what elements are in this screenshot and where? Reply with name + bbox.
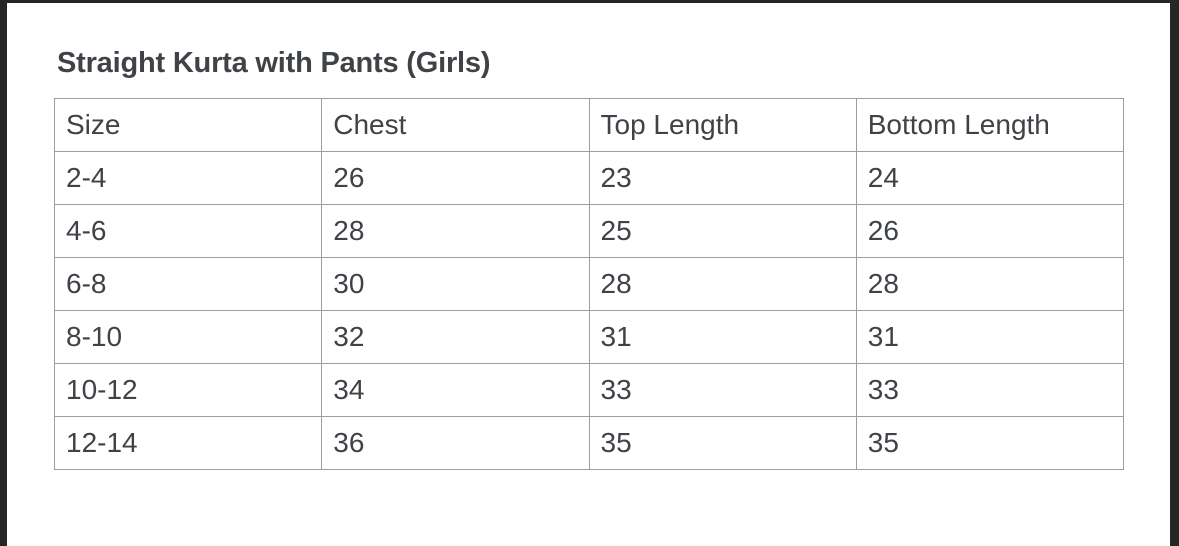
table-row: 6-8 30 28 28 <box>53 257 1125 311</box>
table-row: 8-10 32 31 31 <box>53 310 1125 364</box>
table-cell: 36 <box>321 416 590 470</box>
column-header-bottom-length: Bottom Length <box>855 98 1125 152</box>
table-row: 12-14 36 35 35 <box>53 416 1125 470</box>
table-cell: 28 <box>588 257 857 311</box>
table-cell: 32 <box>321 310 590 364</box>
table-cell: 35 <box>855 416 1125 470</box>
table-body: 2-4 26 23 24 4-6 28 25 26 6-8 30 28 28 8-10 32 31 31 10-… <box>53 151 1125 470</box>
table-cell: 24 <box>855 151 1125 205</box>
page-title: Straight Kurta with Pants (Girls) <box>57 47 491 79</box>
column-header-size: Size <box>53 98 323 152</box>
table-cell: 30 <box>321 257 590 311</box>
table-cell: 31 <box>855 310 1125 364</box>
table-cell: 28 <box>321 204 590 258</box>
table-cell: 4-6 <box>53 204 323 258</box>
size-chart-page: Straight Kurta with Pants (Girls) Size C… <box>7 3 1170 546</box>
table-cell: 33 <box>855 363 1125 417</box>
table-header-row: Size Chest Top Length Bottom Length <box>53 98 1125 152</box>
table-cell: 26 <box>855 204 1125 258</box>
table-cell: 26 <box>321 151 590 205</box>
table-cell: 8-10 <box>53 310 323 364</box>
table-cell: 33 <box>588 363 857 417</box>
table-header: Size Chest Top Length Bottom Length <box>53 98 1125 152</box>
table-cell: 23 <box>588 151 857 205</box>
table-row: 2-4 26 23 24 <box>53 151 1125 205</box>
size-chart-table: Size Chest Top Length Bottom Length 2-4 2… <box>53 98 1125 470</box>
table-row: 10-12 34 33 33 <box>53 363 1125 417</box>
column-header-chest: Chest <box>321 98 590 152</box>
table-cell: 6-8 <box>53 257 323 311</box>
table-row: 4-6 28 25 26 <box>53 204 1125 258</box>
table-cell: 12-14 <box>53 416 323 470</box>
table-cell: 2-4 <box>53 151 323 205</box>
table-cell: 35 <box>588 416 857 470</box>
column-header-top-length: Top Length <box>588 98 857 152</box>
table-cell: 10-12 <box>53 363 323 417</box>
table-cell: 25 <box>588 204 857 258</box>
table-cell: 31 <box>588 310 857 364</box>
table-cell: 28 <box>855 257 1125 311</box>
table-cell: 34 <box>321 363 590 417</box>
